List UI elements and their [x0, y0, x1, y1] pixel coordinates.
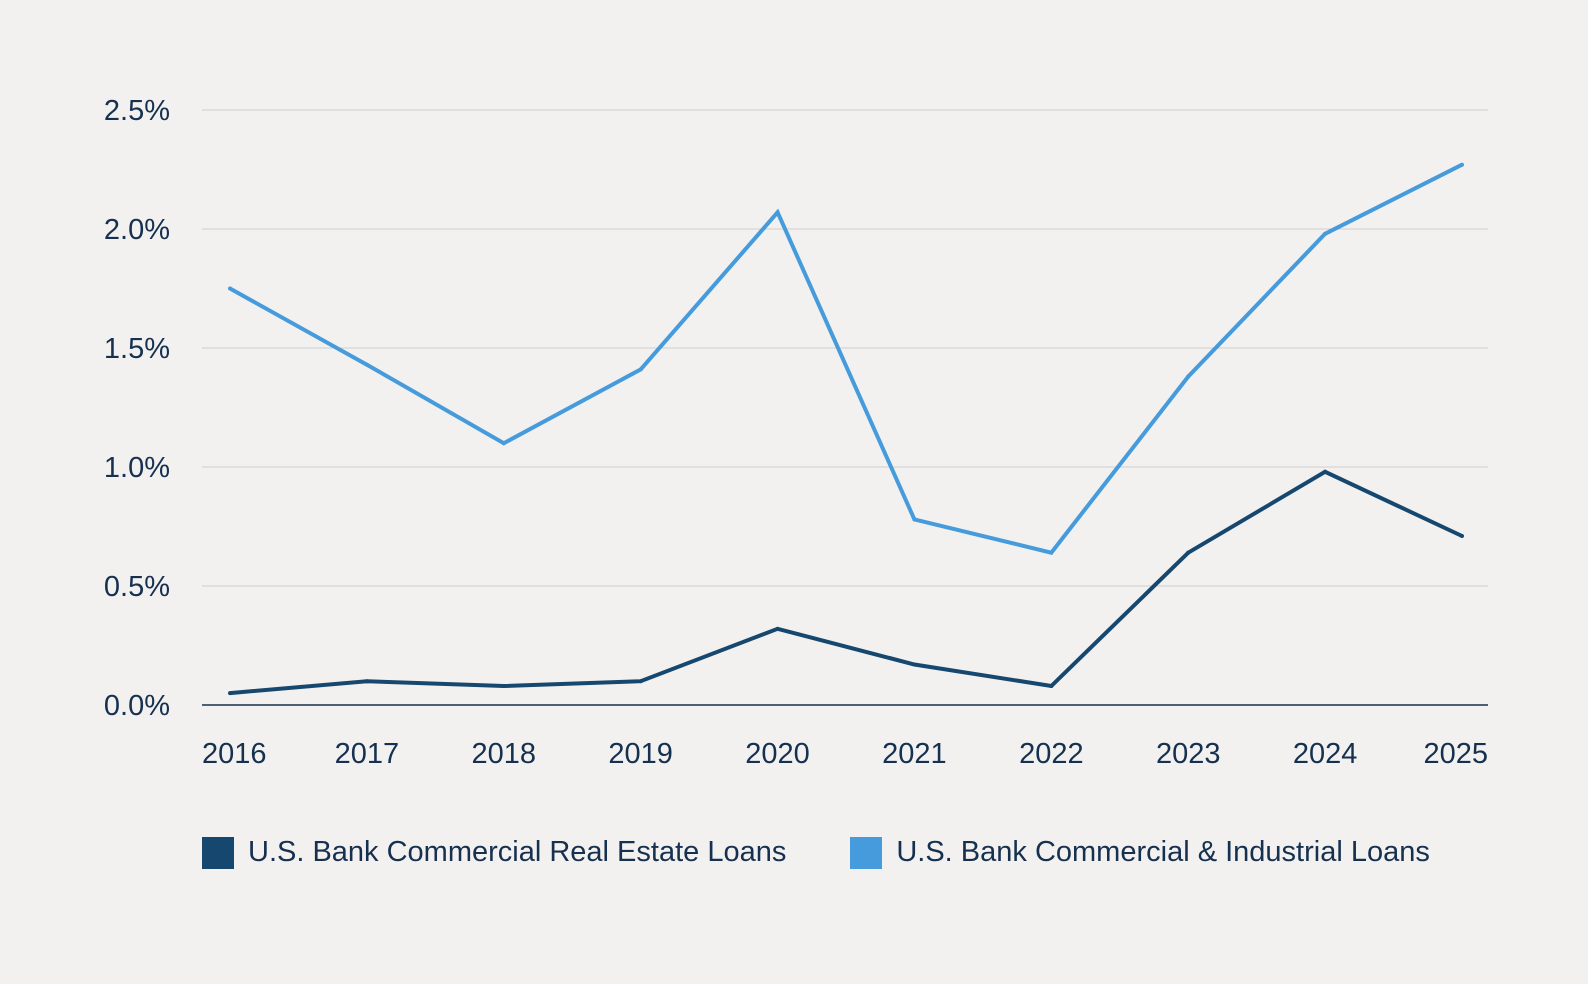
data-point — [1049, 550, 1054, 555]
data-point — [364, 679, 369, 684]
data-point — [912, 662, 917, 667]
legend-item-ci: U.S. Bank Commercial & Industrial Loans — [850, 836, 1430, 869]
data-point — [228, 691, 232, 696]
x-tick-label: 2016 — [202, 738, 267, 770]
data-point — [912, 517, 917, 522]
data-point — [1186, 374, 1191, 379]
legend-swatch-ci — [850, 836, 883, 869]
data-point — [775, 210, 780, 215]
data-point — [364, 362, 369, 367]
data-point — [1460, 162, 1464, 167]
y-axis-ticks: 0.0% 0.5% 1.0% 1.5% 2.0% 2.5% — [104, 95, 170, 722]
series-line-0 — [229, 469, 1463, 696]
y-tick-label: 2.5% — [104, 95, 170, 127]
gridlines — [202, 109, 1488, 587]
x-tick-label: 2017 — [335, 738, 400, 770]
series-lines — [228, 162, 1464, 696]
legend-item-cre: U.S. Bank Commercial Real Estate Loans — [202, 836, 786, 869]
legend-swatch-cre — [202, 836, 234, 869]
data-point — [501, 441, 506, 446]
legend-label-ci: U.S. Bank Commercial & Industrial Loans — [896, 836, 1430, 868]
data-point — [638, 367, 643, 372]
y-tick-label: 0.0% — [104, 690, 170, 722]
data-point — [775, 626, 780, 631]
x-axis-ticks: 2016 2017 2018 2019 2020 2021 2022 2023 2024 2025 — [202, 738, 1488, 770]
legend: U.S. Bank Commercial Real Estate Loans U… — [202, 836, 1494, 869]
data-point — [1186, 550, 1191, 555]
x-tick-label: 2025 — [1423, 738, 1488, 770]
y-tick-label: 2.0% — [104, 214, 170, 246]
x-tick-label: 2024 — [1293, 738, 1358, 770]
data-point — [1323, 469, 1328, 474]
x-tick-label: 2018 — [472, 738, 537, 770]
data-point — [1323, 231, 1328, 236]
x-tick-label: 2021 — [882, 738, 947, 770]
data-point — [1460, 534, 1464, 539]
x-tick-label: 2023 — [1156, 738, 1221, 770]
x-tick-label: 2020 — [745, 738, 810, 770]
y-tick-label: 0.5% — [104, 571, 170, 603]
x-tick-label: 2022 — [1019, 738, 1084, 770]
data-point — [638, 679, 643, 684]
data-point — [1049, 683, 1054, 688]
data-point — [228, 286, 232, 291]
data-point — [501, 683, 506, 688]
y-tick-label: 1.5% — [104, 333, 170, 365]
y-tick-label: 1.0% — [104, 452, 170, 484]
legend-label-cre: U.S. Bank Commercial Real Estate Loans — [248, 836, 787, 868]
x-tick-label: 2019 — [608, 738, 673, 770]
series-line-1 — [229, 162, 1463, 555]
